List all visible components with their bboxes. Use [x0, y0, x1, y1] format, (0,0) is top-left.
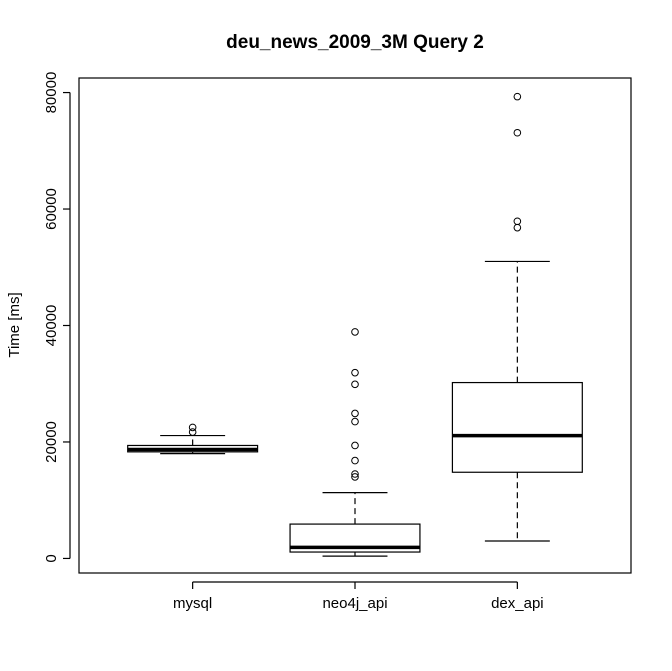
- y-axis: 0 20000 40000 60000 80000: [43, 72, 71, 563]
- outlier-point: [351, 409, 359, 418]
- y-axis-label: Time [ms]: [6, 292, 23, 357]
- outlier-point: [188, 428, 197, 436]
- y-tick-label: 0: [43, 554, 60, 562]
- outlier-point: [351, 328, 359, 336]
- outlier-point: [513, 92, 522, 101]
- box-mysql: [127, 423, 259, 455]
- iqr-box: [451, 381, 583, 473]
- outlier-point: [351, 441, 359, 450]
- outlier-point: [351, 456, 359, 465]
- x-tick-label: neo4j_api: [322, 595, 387, 612]
- chart-title: deu_news_2009_3M Query 2: [226, 32, 484, 53]
- boxes: [127, 92, 583, 557]
- y-tick-label: 80000: [43, 72, 60, 114]
- outlier-point: [351, 473, 359, 481]
- outlier-point: [513, 128, 522, 137]
- outlier-point: [513, 223, 522, 232]
- outlier-point: [513, 217, 522, 226]
- x-tick-label: mysql: [173, 595, 212, 612]
- x-axis: mysql neo4j_api dex_api: [173, 581, 544, 612]
- y-tick-label: 20000: [43, 421, 60, 463]
- box-neo4j-api: [289, 328, 421, 557]
- outlier-point: [351, 380, 359, 389]
- box-dex-api: [451, 92, 583, 542]
- outlier-point: [351, 470, 359, 478]
- outlier-point: [351, 368, 359, 377]
- outlier-point: [351, 417, 359, 426]
- y-tick-label: 40000: [43, 305, 60, 347]
- y-tick-label: 60000: [43, 188, 60, 230]
- x-tick-label: dex_api: [491, 595, 544, 612]
- outlier-point: [188, 423, 197, 432]
- plot-frame: [78, 77, 632, 574]
